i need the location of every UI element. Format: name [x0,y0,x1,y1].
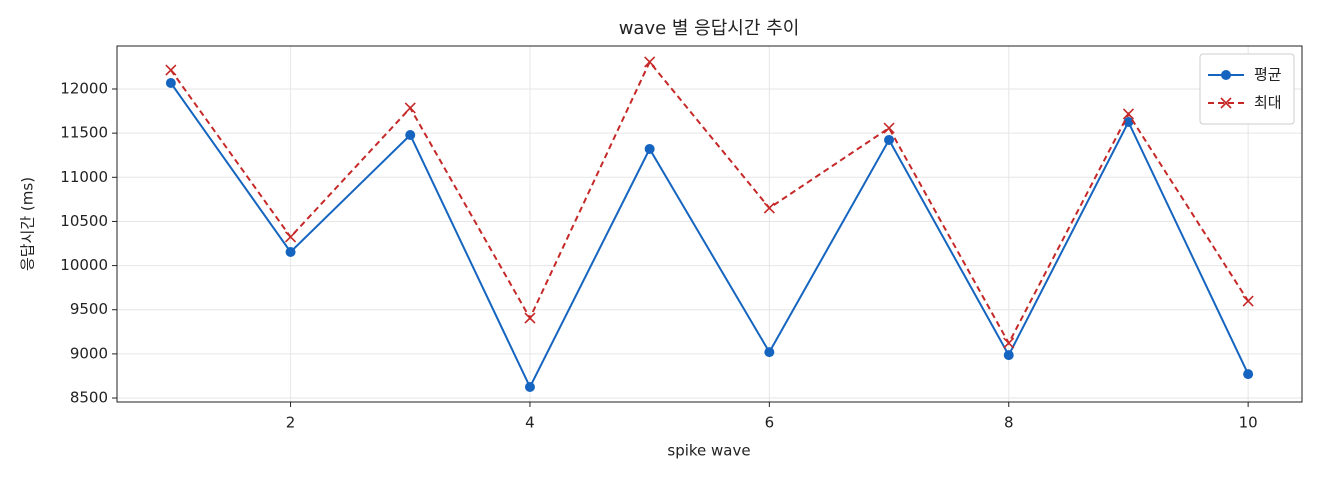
marker-stroke [883,122,895,134]
marker [405,130,416,140]
y-tick-label: 12000 [60,79,108,97]
marker-stroke [524,312,536,324]
legend-label: 평균 [1254,66,1282,84]
y-tick-label: 11000 [60,168,108,186]
marker-stroke [644,56,656,68]
series-line [170,60,1249,346]
marker-stroke [284,231,297,243]
marker-stroke [763,202,775,214]
marker-stroke [404,102,416,114]
y-tick-label: 11500 [60,124,108,142]
marker [1003,337,1015,349]
marker [764,347,775,358]
x-tick-label: 6 [765,414,775,432]
x-axis-label: spike wave [667,442,750,460]
marker-stroke [1003,337,1015,349]
x-tick-label: 2 [286,414,296,432]
x-tick-label: 4 [525,414,535,432]
marker [524,381,535,392]
marker [883,122,895,134]
marker [285,246,296,257]
marker [763,202,775,214]
y-tick-label: 9000 [70,344,108,362]
y-tick-label: 9500 [70,300,108,318]
marker [1220,97,1232,109]
marker [165,77,176,88]
marker [404,102,416,114]
plot-frame [116,45,1303,403]
marker [1221,70,1231,80]
marker [1243,369,1254,380]
marker-stroke [165,64,177,76]
legend-box [1199,53,1295,125]
marker [884,134,895,145]
marker [165,64,177,76]
marker [644,56,656,68]
x-tick-label: 8 [1004,414,1014,432]
y-axis-label: 응답시간 (ms) [19,177,37,271]
chart-title: wave 별 응답시간 추이 [619,18,800,39]
y-tick-label: 10000 [60,256,108,274]
marker [1003,350,1014,361]
series-line [170,82,1250,390]
x-tick-label: 10 [1239,414,1258,432]
marker [1123,117,1134,128]
y-tick-label: 8500 [70,389,108,407]
y-tick-label: 10500 [60,212,108,230]
marker [644,143,655,154]
marker [284,231,297,243]
marker-stroke [1220,97,1232,109]
marker-stroke [1242,295,1254,307]
marker [524,312,536,324]
marker [1122,108,1135,120]
legend-label: 최대 [1254,94,1282,112]
marker-stroke [1122,108,1135,120]
marker [1242,295,1254,307]
